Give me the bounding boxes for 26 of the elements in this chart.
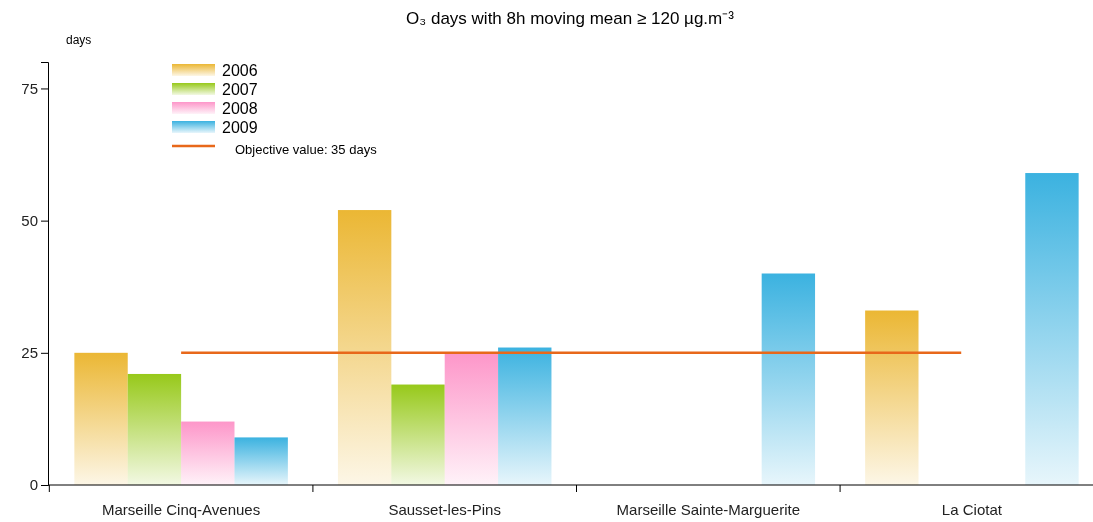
annotation: Objective value: 35 days (235, 142, 378, 157)
legend-label: 2008 (222, 100, 258, 117)
bar (1025, 173, 1079, 485)
y-tick-label: 50 (21, 211, 38, 229)
bar (865, 310, 919, 485)
y-tick-label: 25 (21, 344, 38, 362)
x-tick-label: Marseille Sainte-Marguerite (616, 501, 800, 518)
bar (181, 421, 235, 485)
bar (761, 273, 816, 485)
y-tick-label: 0 (29, 476, 38, 494)
bar (234, 437, 288, 485)
x-tick-label: Marseille Cinq-Avenues (102, 501, 261, 518)
legend-label: 2009 (222, 119, 258, 136)
bar (74, 352, 128, 485)
bar (127, 373, 182, 485)
x-tick-label: La Ciotat (941, 501, 1003, 518)
y-axis-title: days (66, 33, 92, 47)
legend-label: 2007 (222, 81, 258, 98)
bar (498, 347, 552, 485)
bar (444, 352, 499, 485)
y-tick-label: 75 (21, 79, 38, 97)
legend-label: 2006 (222, 62, 258, 79)
bar (337, 210, 392, 485)
x-tick-label: Sausset-les-Pins (388, 501, 501, 518)
bar (391, 384, 445, 485)
chart-title: O₃ days with 8h moving mean ≥ 120 µg.m⁻³ (406, 9, 735, 28)
